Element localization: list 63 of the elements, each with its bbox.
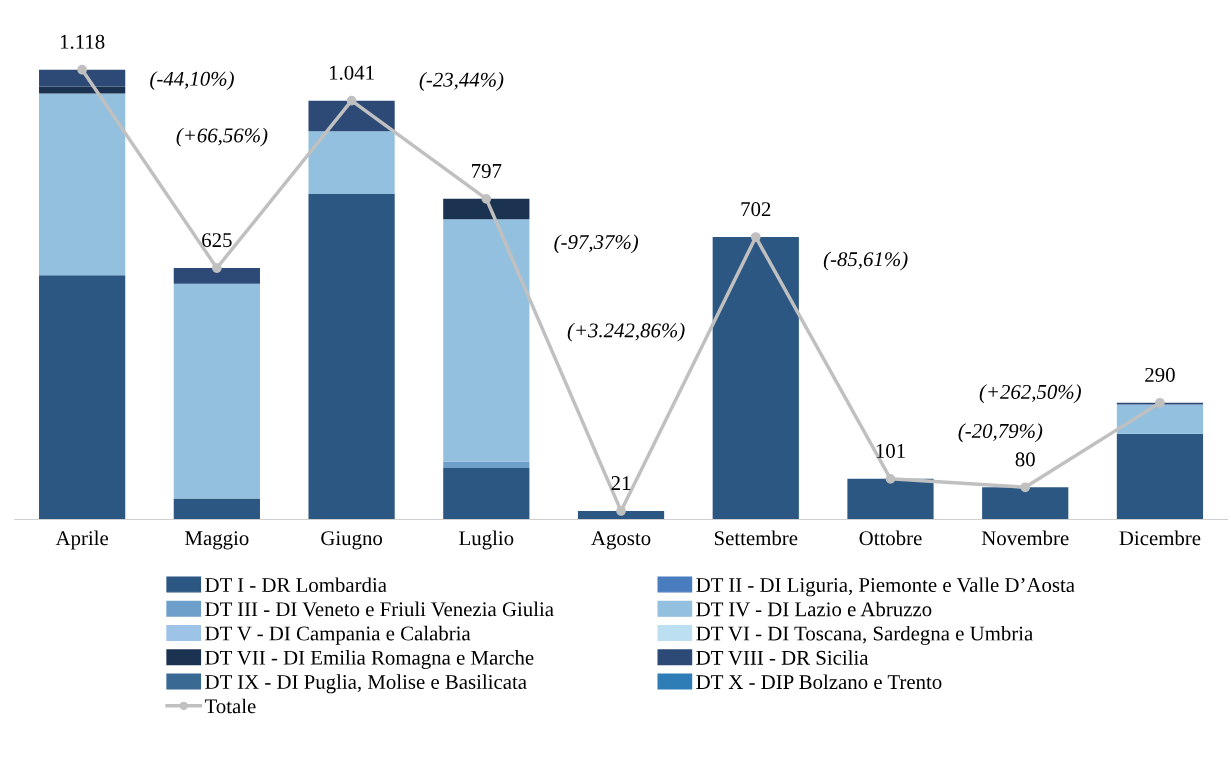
x-tick-label: Novembre [981,530,1069,546]
legend-label: DT II - DI Liguria, Piemonte e Valle D’Aosta [696,577,1075,597]
legend-label: Totale [204,698,256,714]
bar [982,487,1069,520]
point [750,232,761,242]
x-tick-label: Luglio [459,530,514,550]
bar [1116,404,1204,434]
bar [308,131,395,195]
bar [443,461,530,468]
legend-label: DT I - DR Lombardia [205,577,387,593]
point [77,64,87,75]
point [616,506,626,516]
bar [847,478,934,520]
data-label: 21 [611,476,631,490]
legend-label: DT IV - DI Lazio e Abruzzo [696,601,932,617]
bar [443,219,530,462]
point [346,95,357,106]
legend-label: DT III - DI Veneto e Friuli Venezia Giulia [205,601,554,617]
bar [443,198,530,220]
x-tick-label: Maggio [185,531,249,550]
annotation: (-23,44%) [419,72,504,91]
point [885,473,896,484]
annotation: (-85,61%) [823,251,908,271]
legend-label: DT VIII - DR Sicilia [696,650,869,665]
legend-label: DT IX - DI Puglia, Molise e Basilicata [205,674,527,694]
data-label: 797 [472,163,502,178]
data-label: 80 [1015,452,1035,467]
bar [173,283,260,499]
x-tick-label: Dicembre [1119,530,1201,546]
x-tick-label: Giugno [321,531,383,550]
legend-label: DT VI - DI Toscana, Sardegna e Umbria [696,625,1033,645]
x-tick-label: Ottobre [859,530,922,546]
point [211,263,222,273]
bar [39,69,126,87]
bar [173,268,260,284]
bar [39,275,126,520]
data-label: 101 [876,443,905,458]
annotation: (+262,50%) [979,384,1081,404]
annotation: (-97,37%) [554,234,639,254]
bar [173,498,260,520]
x-tick-label: Agosto [591,531,651,550]
point [1155,397,1165,408]
x-tick-label: Settembre [714,530,798,546]
x-tick-label: Aprile [55,530,109,550]
bar [443,467,530,520]
point [481,193,492,204]
point [1020,482,1031,493]
annotation: (+66,56%) [176,127,268,147]
legend-label: DT VII - DI Emilia Romagna e Marche [205,650,534,670]
annotation: (-44,10%) [150,71,234,91]
data-label: 1.118 [60,34,105,49]
bar [712,237,799,520]
bar [1116,433,1204,520]
data-label: 625 [202,233,232,248]
legend-label: DT X - DIP Bolzano e Trento [696,674,942,690]
data-label: 290 [1145,367,1175,382]
annotation: (-20,79%) [958,423,1043,443]
data-label: 702 [741,202,771,217]
legend-label: DT V - DI Campania e Calabria [205,625,471,645]
annotation: (+3.242,86%) [567,322,685,342]
bar [39,93,126,276]
data-label: 1.041 [329,65,374,80]
bar [308,194,395,520]
